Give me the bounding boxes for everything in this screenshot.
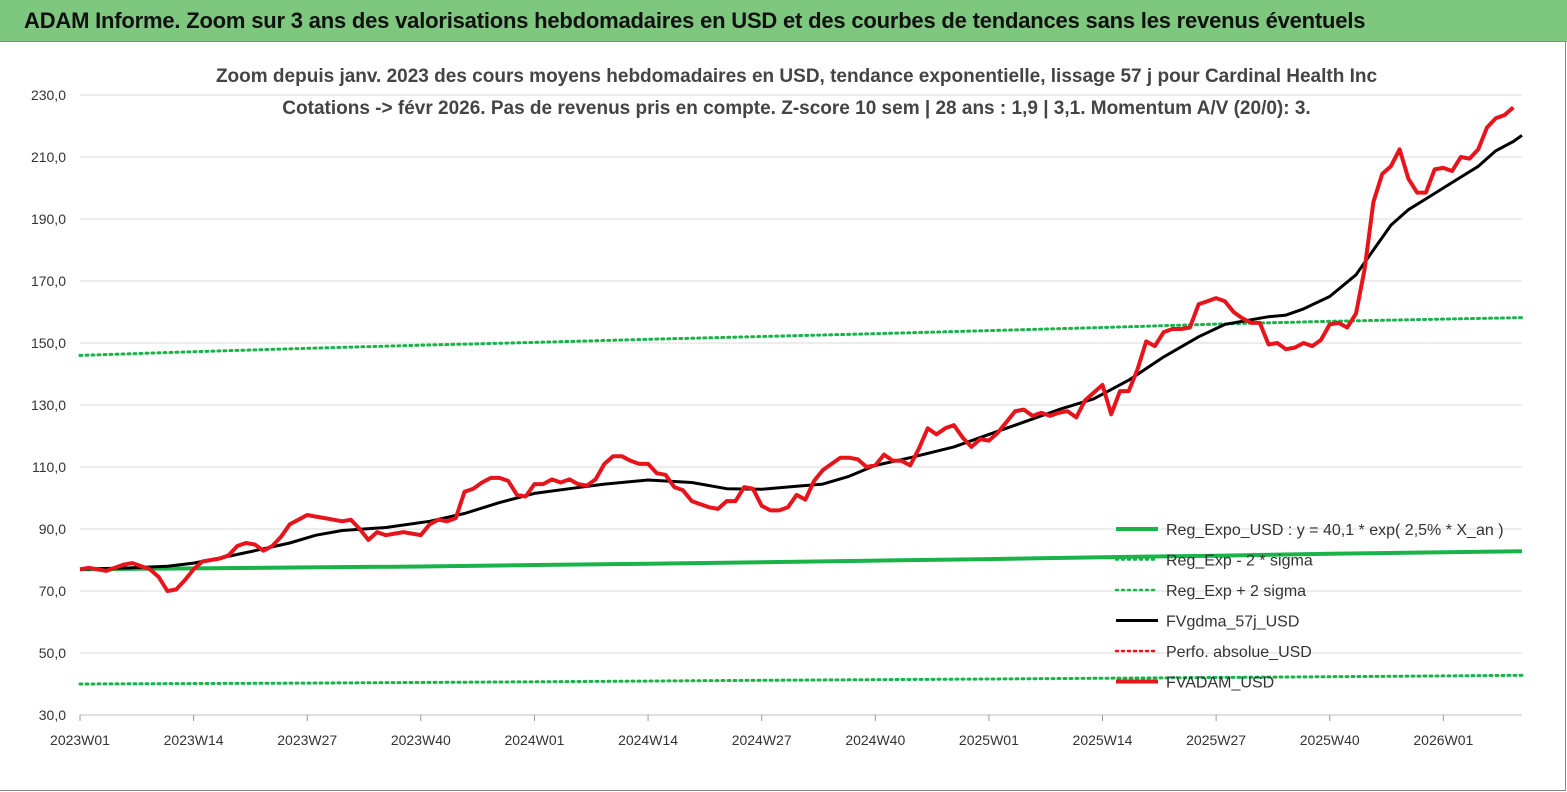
report-title: ADAM Informe. Zoom sur 3 ans des valoris… bbox=[24, 8, 1366, 33]
report-banner: ADAM Informe. Zoom sur 3 ans des valoris… bbox=[0, 0, 1567, 42]
chart-subtitle: Cotations -> févr 2026. Pas de revenus p… bbox=[282, 98, 1311, 119]
chart-frame bbox=[0, 42, 1566, 791]
chart-title: Zoom depuis janv. 2023 des cours moyens … bbox=[215, 66, 1378, 87]
